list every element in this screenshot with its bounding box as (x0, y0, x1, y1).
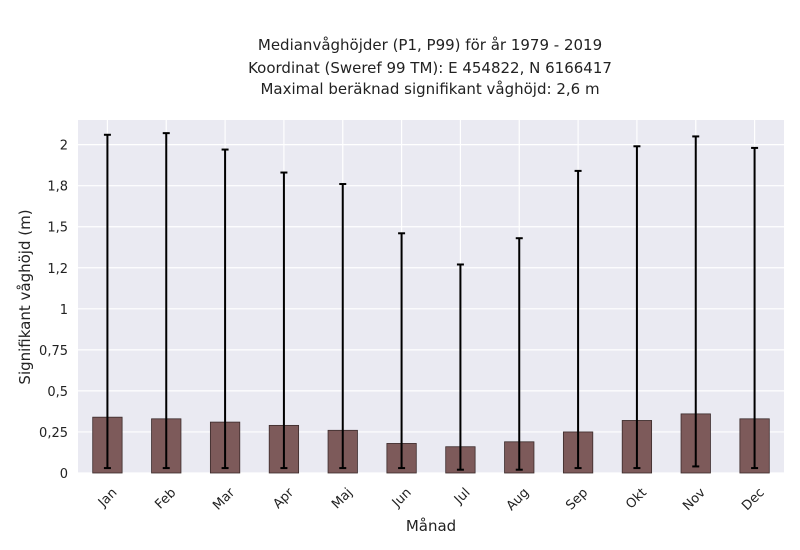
y-tick-label: 0,25 (39, 426, 68, 441)
y-tick-labels: 0 0,25 0,5 0,75 1 1,2 1,5 1,8 2 (39, 139, 68, 482)
y-axis-label: Signifikant våghöjd (m) (16, 209, 34, 384)
y-tick-label: 1,8 (47, 180, 68, 195)
y-tick-label: 1,2 (47, 262, 68, 277)
x-tick-label: Feb (152, 485, 179, 512)
y-tick-label: 1 (60, 303, 68, 318)
x-tick-label: Mar (210, 485, 238, 513)
x-tick-label: Okt (623, 485, 650, 512)
y-tick-label: 1,5 (47, 221, 68, 236)
chart-title-line-2: Koordinat (Sweref 99 TM): E 454822, N 61… (248, 59, 612, 77)
x-tick-label: Maj (329, 485, 356, 512)
x-tick-label: Sep (563, 485, 591, 513)
y-tick-label: 0 (60, 467, 68, 482)
x-tick-label: Jun (389, 485, 415, 511)
x-tick-labels: Jan Feb Mar Apr Maj Jun Jul Aug Sep Okt Nov Dec (95, 485, 768, 514)
error-bars (103, 132, 759, 471)
x-axis-label: Månad (406, 517, 456, 535)
y-tick-label: 0,75 (39, 344, 68, 359)
x-tick-label: Apr (270, 485, 297, 512)
x-tick-label: Nov (680, 485, 709, 514)
plot-area (78, 120, 784, 473)
x-tick-label: Jul (451, 485, 473, 507)
x-tick-label: Dec (739, 485, 767, 513)
y-tick-label: 2 (60, 139, 68, 154)
chart-title-line-1: Medianvåghöjder (P1, P99) för år 1979 - … (257, 36, 603, 54)
chart-title-line-3: Maximal beräknad signifikant våghöjd: 2,… (260, 80, 600, 98)
x-tick-label: Jan (95, 485, 120, 510)
y-tick-label: 0,5 (47, 385, 68, 400)
x-tick-label: Aug (504, 485, 533, 514)
